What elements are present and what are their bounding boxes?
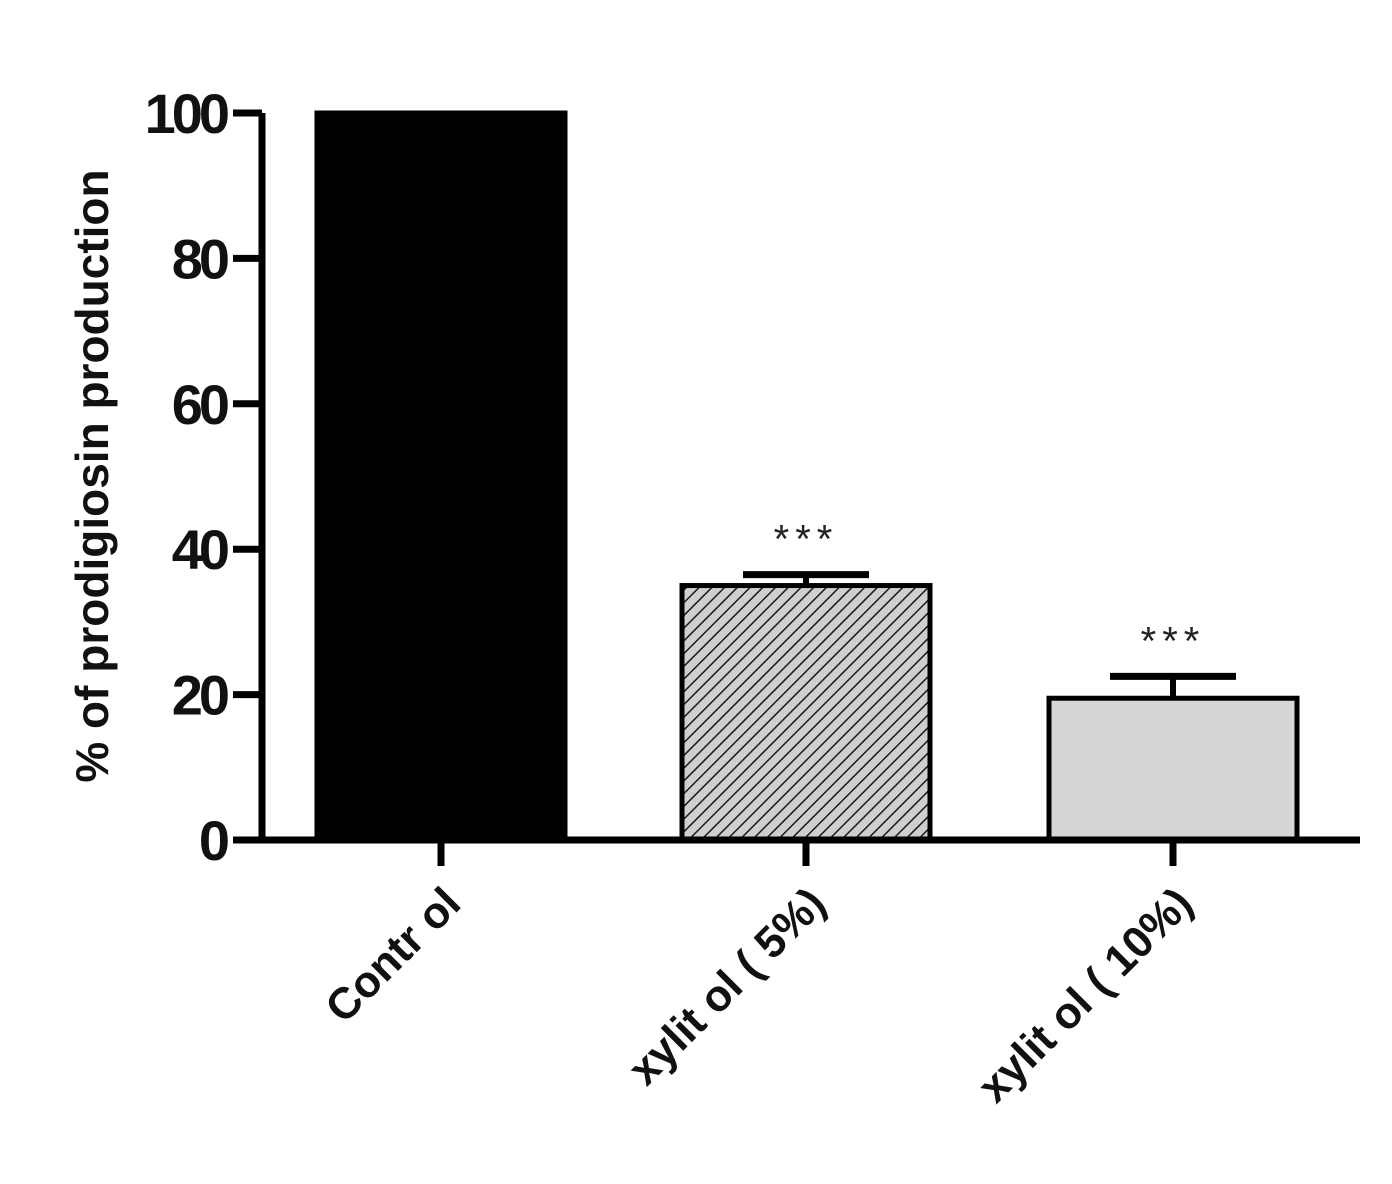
x-tick-labels: Contr ol xylit ol ( 5%) xylit ol ( 10%) [316, 878, 1202, 1111]
y-axis-label: % of prodigiosin production [66, 169, 118, 782]
y-tick-label-5: 100 [145, 82, 228, 145]
bar-0 [314, 110, 568, 843]
x-tick-label-2: xylit ol ( 10%) [969, 878, 1202, 1111]
x-tick-label-1: xylit ol ( 5%) [619, 878, 835, 1094]
y-tick-label-2: 40 [172, 518, 228, 581]
bars [314, 110, 1300, 843]
y-tick-label-1: 20 [172, 664, 228, 727]
bar-1 [679, 583, 933, 843]
y-tick-label-3: 60 [172, 373, 228, 436]
y-tick-label-0: 0 [199, 809, 228, 872]
y-tick-label-4: 80 [172, 227, 228, 290]
significance-marker-1: *** [774, 518, 839, 562]
bar-2 [1046, 695, 1300, 843]
y-ticks: 0 20 40 60 80 100 [145, 82, 262, 872]
x-tick-label-0: Contr ol [316, 878, 470, 1032]
significance-marker-2: *** [1141, 619, 1206, 663]
significance-markers: *** *** [774, 518, 1206, 664]
error-bars [743, 571, 1236, 699]
x-ticks [437, 840, 1177, 866]
